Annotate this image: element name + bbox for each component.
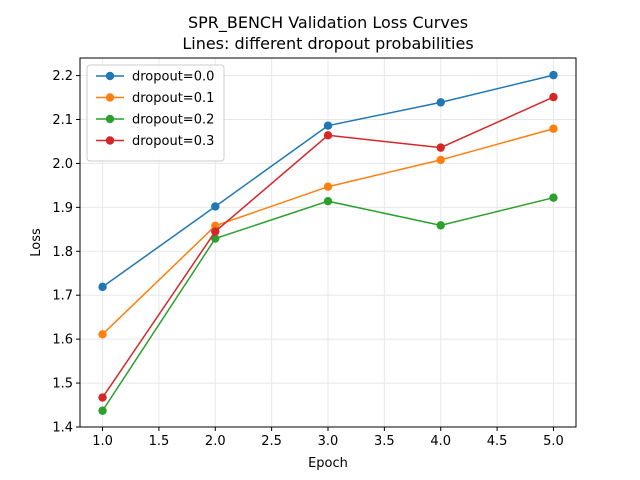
data-point (98, 393, 107, 402)
x-tick-label: 3.0 (318, 434, 339, 449)
legend-item: dropout=0.1 (96, 91, 214, 106)
data-point (323, 182, 333, 191)
y-tick-label: 1.9 (52, 201, 73, 216)
data-point (98, 282, 107, 292)
y-tick-label: 2.0 (52, 157, 73, 172)
chart-title: SPR_BENCH Validation Loss Curves (188, 13, 468, 33)
legend: dropout=0.0 dropout=0.1 dropout=0.2 dropout… (86, 64, 225, 162)
data-point (436, 143, 445, 152)
x-tick-label: 2.5 (261, 434, 282, 449)
x-tick-label: 1.0 (92, 434, 113, 449)
data-point (549, 193, 558, 202)
y-tick-label: 1.8 (52, 245, 73, 260)
data-point (211, 227, 220, 236)
x-tick-label: 4.5 (487, 434, 508, 449)
legend-marker (105, 71, 115, 81)
series-layer (98, 70, 558, 415)
x-tick-label: 5.0 (543, 434, 564, 449)
data-point (549, 124, 558, 133)
data-point (211, 234, 220, 243)
data-point (549, 70, 558, 80)
y-tick-label: 1.5 (52, 377, 73, 392)
legend-marker (105, 136, 115, 145)
legend-box (86, 64, 225, 162)
x-tick-label: 4.0 (430, 434, 451, 449)
legend-item: dropout=0.2 (96, 113, 214, 128)
data-point (436, 221, 445, 230)
y-axis-label: Loss (29, 228, 44, 257)
data-point (323, 131, 333, 140)
legend-label: dropout=0.3 (132, 134, 214, 149)
data-point (98, 406, 107, 415)
legend-label: dropout=0.1 (132, 91, 214, 106)
y-tick-label: 1.4 (52, 421, 73, 436)
legend-marker (105, 114, 115, 124)
legend-marker (105, 93, 115, 102)
series-2 (98, 193, 558, 415)
chart-subtitle: Lines: different dropout probabilities (182, 34, 473, 53)
y-tick-label: 1.6 (52, 333, 73, 348)
series-0 (98, 70, 558, 292)
x-tick-label: 2.0 (205, 434, 226, 449)
legend-label: dropout=0.2 (132, 113, 214, 128)
legend-item: dropout=0.3 (96, 134, 214, 149)
data-point (436, 155, 445, 165)
plot-frame (79, 57, 577, 428)
data-point (436, 98, 445, 107)
series-1 (98, 124, 558, 339)
data-point (549, 92, 558, 102)
data-point (211, 202, 220, 211)
series-3 (98, 92, 558, 402)
y-tick-label: 1.7 (52, 289, 73, 304)
x-axis-label: Epoch (308, 456, 348, 471)
axes: 1.0 1.5 2.0 2.5 3.0 3.5 4.0 4.5 5.0 1.4 1.5 1.6 1.7 1… (52, 69, 563, 449)
y-tick-label: 2.2 (52, 69, 73, 84)
data-point (323, 121, 333, 130)
x-tick-label: 1.5 (149, 434, 170, 449)
legend-label: dropout=0.0 (132, 70, 214, 85)
data-point (323, 197, 333, 206)
y-tick-label: 2.1 (52, 113, 73, 128)
legend-item: dropout=0.0 (96, 70, 214, 85)
data-point (98, 330, 107, 339)
x-tick-label: 3.5 (374, 434, 395, 449)
